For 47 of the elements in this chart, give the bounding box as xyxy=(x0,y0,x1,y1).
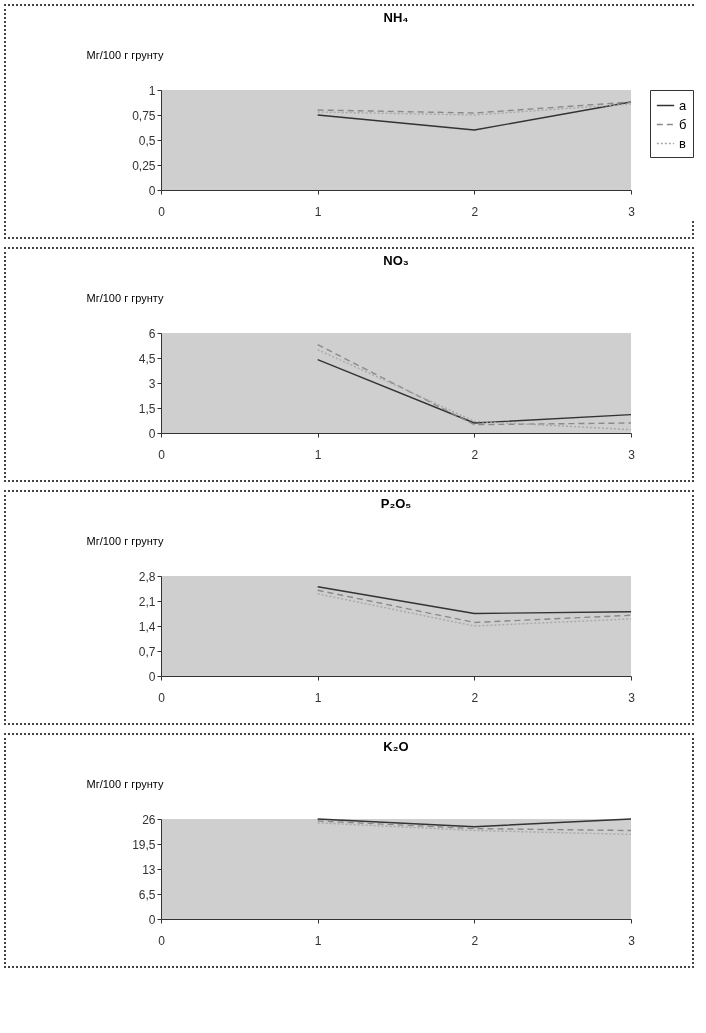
x-tick-label: 0 xyxy=(158,933,166,948)
chart-title: P₂O₅ xyxy=(380,496,412,511)
chart-title: NH₄ xyxy=(383,10,409,25)
y-tick-label: 2,1 xyxy=(138,594,156,609)
x-tick-label: 1 xyxy=(314,447,322,462)
y-tick-label: 1 xyxy=(148,83,156,98)
y-axis-title: Мг/100 г грунту xyxy=(86,534,164,547)
x-tick-label: 0 xyxy=(158,447,166,462)
legend-label: б xyxy=(679,116,687,132)
y-tick-label: 0 xyxy=(148,912,156,927)
x-tick-label: 0 xyxy=(158,204,166,219)
x-tick-label: 3 xyxy=(628,204,636,219)
y-tick-label: 3 xyxy=(148,376,156,391)
x-tick-label: 3 xyxy=(628,933,636,948)
y-axis-title: Мг/100 г грунту xyxy=(86,48,164,61)
y-tick-label: 6,5 xyxy=(138,887,156,902)
x-tick-label: 2 xyxy=(471,447,479,462)
y-axis-title: Мг/100 г грунту xyxy=(86,777,164,790)
y-tick-label: 6 xyxy=(148,326,156,341)
y-tick-label: 0,7 xyxy=(138,644,156,659)
y-tick-label: 0,25 xyxy=(132,158,156,173)
x-tick-label: 1 xyxy=(314,690,322,705)
y-axis-title: Мг/100 г грунту xyxy=(86,291,164,304)
x-tick-label: 2 xyxy=(471,690,479,705)
legend-label: а xyxy=(679,97,687,113)
x-tick-label: 3 xyxy=(628,690,636,705)
y-tick-label: 0 xyxy=(148,183,156,198)
y-tick-label: 0,75 xyxy=(132,108,156,123)
y-tick-label: 0 xyxy=(148,426,156,441)
y-tick-label: 13 xyxy=(142,862,156,877)
legend-label: в xyxy=(679,135,686,151)
y-tick-label: 0,5 xyxy=(138,133,156,148)
y-tick-label: 19,5 xyxy=(132,837,156,852)
x-tick-label: 0 xyxy=(158,690,166,705)
y-tick-label: 1,4 xyxy=(138,619,156,634)
x-tick-label: 2 xyxy=(471,204,479,219)
y-tick-label: 0 xyxy=(148,669,156,684)
y-tick-label: 26 xyxy=(142,812,156,827)
x-tick-label: 3 xyxy=(628,447,636,462)
y-tick-label: 4,5 xyxy=(138,351,156,366)
y-tick-label: 2,8 xyxy=(138,569,156,584)
chart-title: NO₃ xyxy=(383,253,409,268)
chart-title: K₂O xyxy=(383,739,409,754)
x-tick-label: 2 xyxy=(471,933,479,948)
x-tick-label: 1 xyxy=(314,933,322,948)
y-tick-label: 1,5 xyxy=(138,401,156,416)
x-tick-label: 1 xyxy=(314,204,322,219)
